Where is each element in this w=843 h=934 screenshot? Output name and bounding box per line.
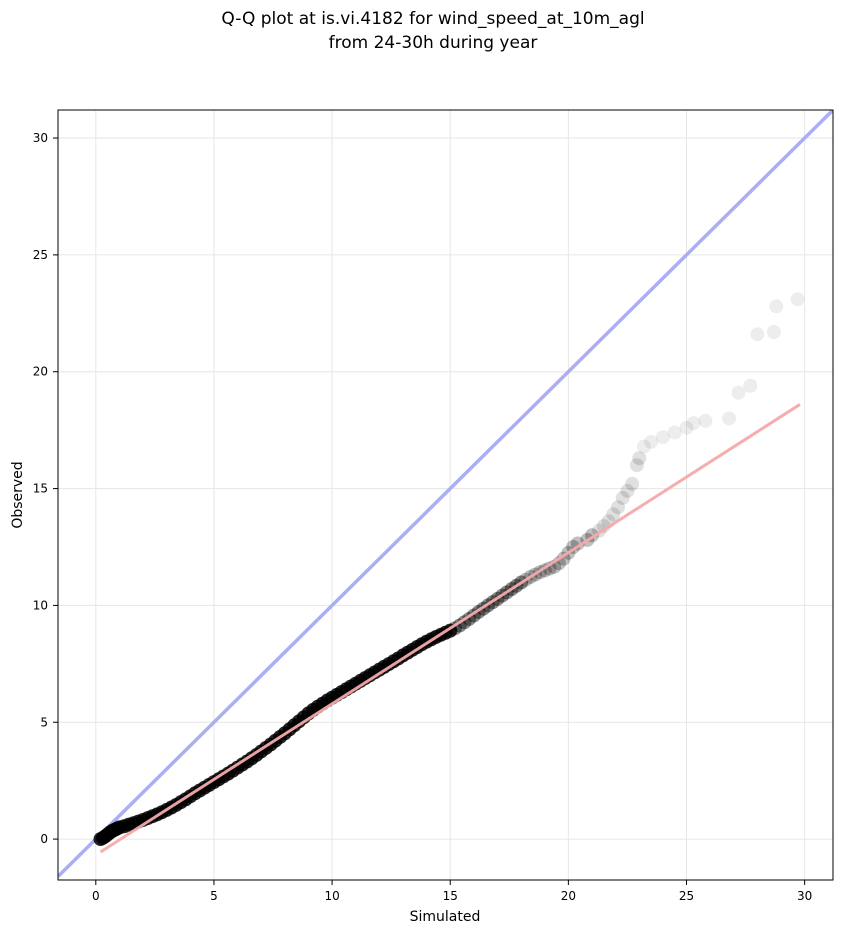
data-point <box>606 507 621 522</box>
data-point <box>679 420 694 435</box>
data-point <box>625 476 640 491</box>
data-point <box>750 327 765 342</box>
x-tick-label: 15 <box>443 889 458 903</box>
x-axis-ticks: 0 5 10 15 20 25 30 <box>92 880 812 903</box>
data-point <box>632 451 647 466</box>
data-point <box>655 430 670 445</box>
y-tick-label: 10 <box>33 598 48 612</box>
data-points <box>93 292 805 847</box>
y-tick-label: 20 <box>33 365 48 379</box>
y-tick-label: 5 <box>40 715 48 729</box>
data-point <box>610 500 625 515</box>
x-tick-label: 30 <box>797 889 812 903</box>
plot-frame <box>57 109 834 881</box>
data-point <box>644 434 659 449</box>
chart-title-line-2: from 24-30h during year <box>329 33 538 53</box>
y-tick-label: 30 <box>33 131 48 145</box>
data-point <box>636 439 651 454</box>
y-tick-label: 0 <box>40 832 48 846</box>
chart-title-line-1: Q-Q plot at is.vi.4182 for wind_speed_at… <box>221 9 644 29</box>
fit-line <box>99 403 801 854</box>
data-point <box>629 458 644 473</box>
data-point <box>722 411 737 426</box>
data-point <box>686 416 701 431</box>
data-point <box>556 551 571 566</box>
y-tick-label: 15 <box>33 482 48 496</box>
data-point <box>615 490 630 505</box>
data-point <box>457 615 472 630</box>
y-tick-label: 25 <box>33 248 48 262</box>
data-point <box>731 385 746 400</box>
data-point <box>620 483 635 498</box>
data-point <box>743 378 758 393</box>
x-axis-label: Simulated <box>410 909 481 925</box>
data-point <box>790 292 805 307</box>
data-point <box>542 561 557 576</box>
data-point <box>667 425 682 440</box>
y-axis-label: Observed <box>10 461 26 528</box>
data-point <box>766 325 781 340</box>
data-point <box>447 621 462 636</box>
x-tick-label: 0 <box>92 889 100 903</box>
data-point <box>769 299 784 314</box>
x-tick-label: 20 <box>561 889 576 903</box>
x-tick-label: 25 <box>679 889 694 903</box>
reference-line <box>58 110 833 878</box>
x-tick-label: 10 <box>324 889 339 903</box>
data-point <box>570 536 585 551</box>
x-tick-label: 5 <box>210 889 218 903</box>
data-point <box>452 618 467 633</box>
y-axis-ticks: 0 5 10 15 20 25 30 <box>33 131 58 846</box>
data-point <box>698 413 713 428</box>
grid-lines <box>58 110 833 880</box>
